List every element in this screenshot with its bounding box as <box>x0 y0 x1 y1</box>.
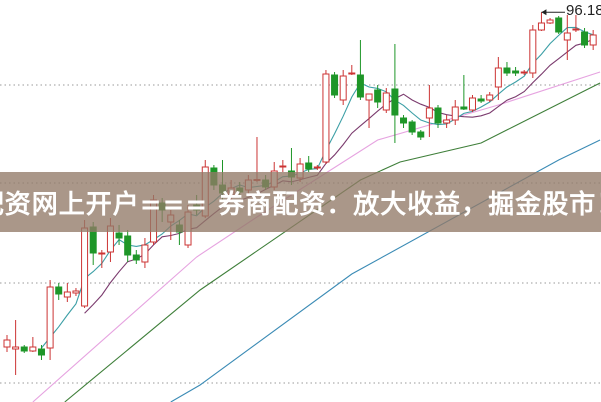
candle-body <box>382 92 390 111</box>
candle-body <box>348 72 356 75</box>
candle-body <box>98 252 106 255</box>
candle-body <box>520 71 528 74</box>
candle-body <box>115 232 123 239</box>
candle-body <box>356 74 364 98</box>
candle-body <box>132 254 140 261</box>
candle-body <box>391 88 399 116</box>
candle-body <box>313 166 321 169</box>
candle-body <box>512 70 520 74</box>
candle-body <box>408 121 416 133</box>
candle-body <box>451 106 459 121</box>
candle-body <box>537 22 545 31</box>
candle-body <box>581 31 589 46</box>
high-price-label: 96.18 <box>566 2 601 19</box>
candle-body <box>37 348 45 356</box>
candle-body <box>374 89 382 103</box>
promo-banner: 配资网上开户=== 券商配资：放大收益，掘金股市！ <box>0 172 601 232</box>
candle-body <box>425 107 433 119</box>
candle-body <box>468 97 476 111</box>
candle-body <box>365 93 373 101</box>
candle-body <box>55 286 63 295</box>
banner-text: 配资网上开户=== 券商配资：放大收益，掘金股市！ <box>0 189 601 220</box>
candle-body <box>20 346 28 352</box>
candle-body <box>400 117 408 124</box>
ma10-line <box>84 38 594 314</box>
candle-body <box>494 67 502 88</box>
candle-body <box>305 162 313 170</box>
candle-body <box>63 291 71 298</box>
candle-body <box>443 119 451 124</box>
candle-body <box>81 227 89 307</box>
candle-body <box>460 106 468 110</box>
candle-body <box>339 75 347 101</box>
blue-line <box>170 139 601 402</box>
candle-body <box>486 94 494 101</box>
candle-body <box>12 346 20 350</box>
candle-body <box>555 17 563 33</box>
candle-body <box>3 339 11 348</box>
candle-body <box>124 235 132 256</box>
candle-body <box>434 107 442 124</box>
candle-body <box>503 67 511 74</box>
green-line <box>64 82 601 402</box>
candle-body <box>417 131 425 138</box>
candle-body <box>529 29 537 74</box>
candle-body <box>589 34 597 46</box>
candle-body <box>546 19 554 24</box>
candle-body <box>46 286 54 349</box>
candle-body <box>72 290 80 294</box>
candle-body <box>322 73 330 163</box>
candle-body <box>477 98 485 102</box>
candle-body <box>29 346 37 352</box>
candle-body <box>572 28 580 31</box>
candle-body <box>331 74 339 96</box>
candle-body <box>141 244 149 263</box>
high-marker-arrow-icon <box>541 9 547 16</box>
candle-body <box>279 165 287 168</box>
candle-body <box>563 32 571 41</box>
